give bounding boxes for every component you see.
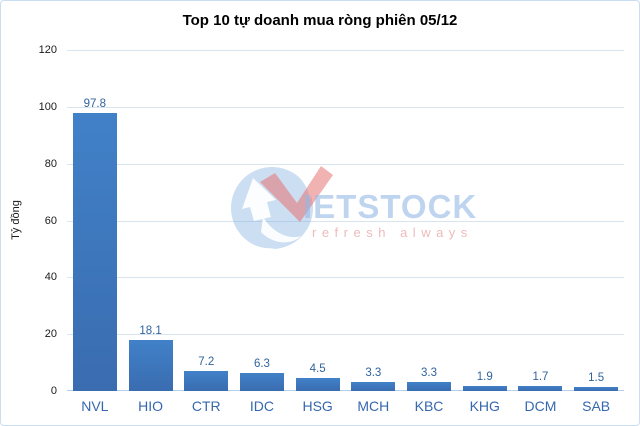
x-axis-line — [67, 390, 624, 391]
bar-ctr — [184, 370, 229, 391]
bar-value-label: 7.2 — [198, 355, 215, 368]
gridline — [67, 106, 624, 108]
gridline — [67, 220, 624, 222]
y-tick-label: 0 — [50, 385, 57, 397]
x-category-label: KBC — [414, 398, 444, 414]
bar-hsg — [295, 378, 340, 391]
x-category-label: CTR — [191, 398, 221, 414]
y-tick-label: 20 — [44, 328, 57, 341]
y-tick-label: 60 — [44, 214, 57, 227]
bar-value-label: 1.9 — [476, 370, 493, 383]
bar-slot: 4.5 — [290, 50, 346, 391]
bar-value-label: 6.3 — [253, 358, 270, 371]
bar-hio — [128, 339, 173, 391]
x-category-label: MCH — [357, 398, 390, 414]
bar-value-label: 3.3 — [365, 366, 382, 379]
bar-slot: 3.3 — [346, 50, 402, 391]
x-category-label: NVL — [81, 398, 109, 414]
bar-value-label: 1.5 — [588, 371, 605, 384]
bar-mch — [351, 381, 396, 391]
x-category-label: DCM — [524, 398, 557, 414]
bar-value-label: 4.5 — [309, 363, 326, 376]
bar-kbc — [407, 381, 452, 391]
bar-value-label: 97.8 — [83, 98, 107, 111]
bar-idc — [239, 373, 284, 391]
y-tick-label: 80 — [44, 157, 57, 170]
bar-value-label: 3.3 — [421, 366, 438, 379]
x-category-label: HSG — [302, 398, 333, 414]
bar-nvl — [72, 113, 117, 391]
gridline — [67, 334, 624, 336]
bar-value-label: 1.7 — [532, 371, 549, 384]
y-tick-label: 120 — [38, 44, 57, 56]
plot-area: 97.8 18.1 7.2 6.3 4.5 3.3 3.3 1.9 1.7 1.5 — [67, 50, 624, 391]
chart-title: Top 10 tự doanh mua ròng phiên 05/12 — [182, 12, 458, 29]
bar-slot: 1.5 — [568, 50, 624, 391]
gridline — [67, 277, 624, 279]
bar-khg — [462, 385, 507, 391]
y-tick-label: 100 — [38, 100, 57, 113]
y-tick-label: 40 — [44, 271, 57, 284]
bar-slot: 3.3 — [401, 50, 457, 391]
gridline — [67, 163, 624, 165]
bar-slot: 1.9 — [457, 50, 513, 391]
x-category-label: IDC — [249, 398, 274, 414]
x-category-label: HIO — [138, 398, 163, 414]
bar-dcm — [518, 386, 563, 391]
gridline — [67, 50, 624, 51]
x-category-label: KHG — [469, 398, 500, 414]
bar-sab — [574, 386, 619, 391]
bar-value-label: 18.1 — [139, 324, 162, 337]
bar-slot: 1.7 — [513, 50, 569, 391]
bar-slot: 97.8 — [67, 50, 123, 391]
bar-slot: 7.2 — [178, 50, 234, 391]
x-category-label: SAB — [582, 398, 611, 414]
bar-slot: 18.1 — [123, 50, 179, 391]
bar-slot: 6.3 — [234, 50, 290, 391]
